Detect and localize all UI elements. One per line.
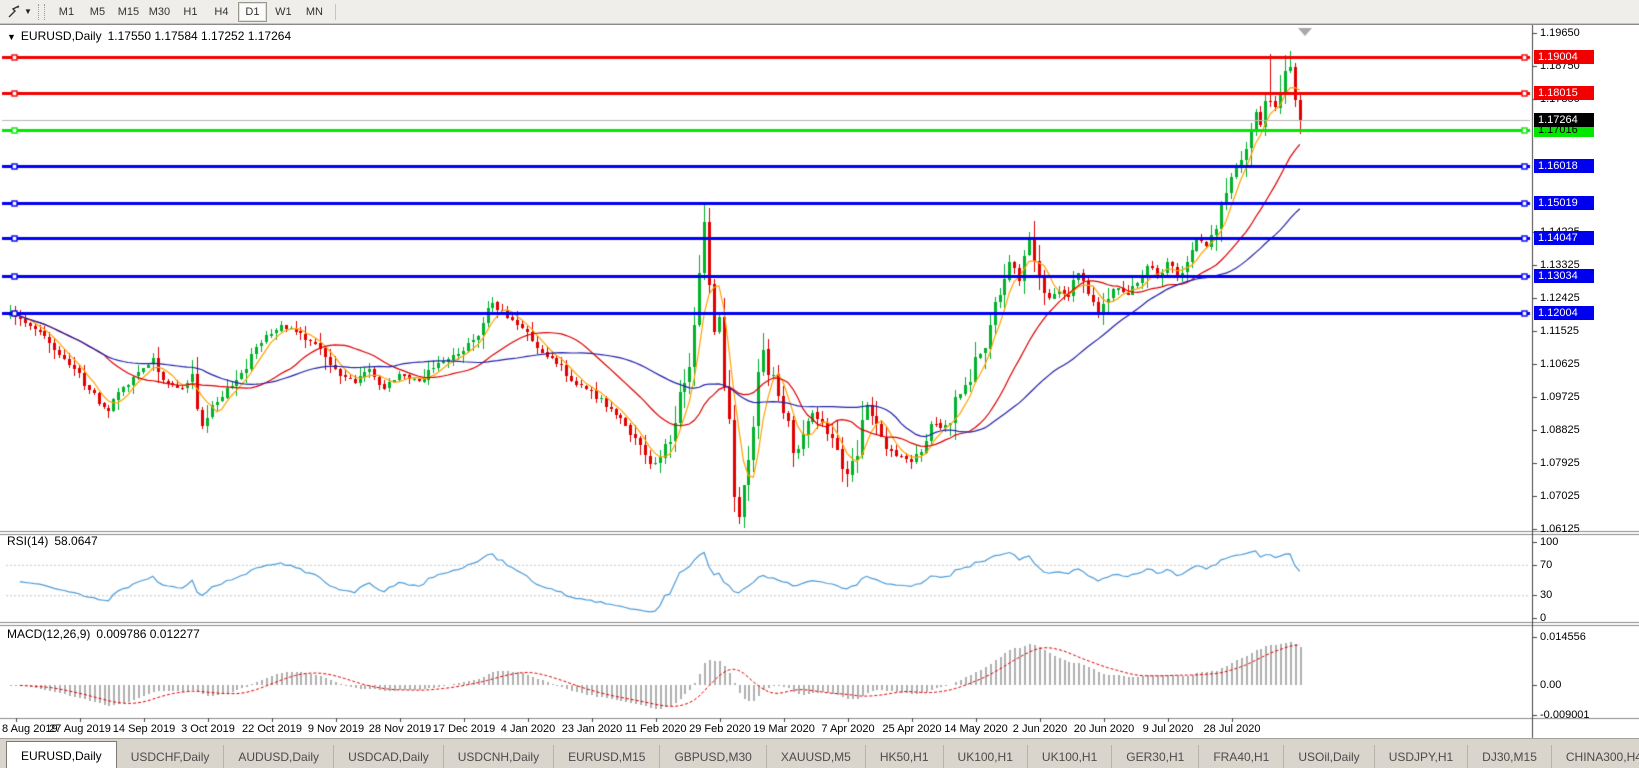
line-price-badge[interactable]: 1.16018 <box>1534 159 1594 174</box>
timeframe-button-m1[interactable]: M1 <box>58 5 75 18</box>
symbol-tab-usdcnh-daily[interactable]: USDCNH,Daily <box>444 745 555 768</box>
symbol-tab-gbpusd-m30[interactable]: GBPUSD,M30 <box>660 745 767 768</box>
rsi-label: RSI(14) <box>7 534 49 548</box>
line-price-badge[interactable]: 1.14047 <box>1534 231 1594 246</box>
symbol-tab-hk50-h1[interactable]: HK50,H1 <box>866 745 944 768</box>
symbol-tab-usdcad-daily[interactable]: USDCAD,Daily <box>334 745 444 768</box>
price-tick-label: 1.13325 <box>1540 258 1580 271</box>
timeframe-button-h1[interactable]: H1 <box>183 5 198 18</box>
date-tick-label: 3 Oct 2019 <box>181 723 235 735</box>
price-chart-canvas[interactable] <box>0 25 1639 739</box>
macd-tick-label: -0.009001 <box>1540 708 1590 721</box>
macd-tick-label: 0.00 <box>1540 679 1562 691</box>
symbol-tab-audusd-daily[interactable]: AUDUSD,Daily <box>224 745 335 768</box>
macd-tick-label: 0.014556 <box>1540 630 1586 643</box>
price-tick-label: 1.19650 <box>1540 27 1580 39</box>
date-tick-label: 7 Apr 2020 <box>821 723 875 735</box>
symbol-tab-dj30-m15[interactable]: DJ30,M15 <box>1468 745 1552 768</box>
timeframe-button-d1[interactable]: D1 <box>237 1 267 22</box>
date-tick-label: 19 Mar 2020 <box>753 723 815 735</box>
symbol-tab-uk100-h1[interactable]: UK100,H1 <box>944 745 1028 768</box>
price-tick-label: 1.11525 <box>1540 324 1579 337</box>
symbol-tab-eurusd-daily[interactable]: EURUSD,Daily <box>6 741 117 768</box>
symbol-tab-china300-h4[interactable]: CHINA300,H4 <box>1552 745 1639 768</box>
line-price-badge[interactable]: 1.12004 <box>1534 306 1594 321</box>
date-tick-label: 17 Dec 2019 <box>432 723 496 735</box>
date-tick-label: 23 Jan 2020 <box>561 723 623 735</box>
chevron-down-icon: ▼ <box>24 7 32 16</box>
macd-label: MACD(12,26,9) <box>7 627 91 641</box>
rsi-tick-label: 70 <box>1540 558 1553 571</box>
price-tick-label: 1.08825 <box>1540 423 1580 436</box>
rsi-pane-title: RSI(14) 58.0647 <box>7 534 98 548</box>
line-price-badge[interactable]: 1.15019 <box>1534 195 1594 210</box>
symbol-tab-usdchf-daily[interactable]: USDCHF,Daily <box>117 745 225 768</box>
date-tick-label: 4 Jan 2020 <box>500 723 556 735</box>
price-tick-label: 1.12425 <box>1540 291 1580 304</box>
symbol-tab-usdjpy-h1[interactable]: USDJPY,H1 <box>1375 745 1469 768</box>
timeframe-button-m30[interactable]: M30 <box>148 5 171 18</box>
line-price-badge[interactable]: 1.18015 <box>1534 85 1594 100</box>
timeframe-button-mn[interactable]: MN <box>305 5 323 18</box>
date-tick-label: 9 Nov 2019 <box>307 723 365 735</box>
date-tick-label: 20 Jun 2020 <box>1073 723 1135 735</box>
toolbar-separator <box>334 3 336 20</box>
date-tick-label: 25 Apr 2020 <box>882 723 942 735</box>
price-tick-label: 1.09725 <box>1540 390 1580 403</box>
timeframe-buttons: M1 M5 M15 M30 H1 H4 D1 W1 MN <box>51 1 330 22</box>
symbol-tab-usoil-daily[interactable]: USOil,Daily <box>1284 745 1375 768</box>
rsi-tick-label: 30 <box>1540 589 1553 602</box>
chart-tool-button[interactable]: ▼ <box>4 3 34 21</box>
chart-title: ▼ EURUSD,Daily 1.17550 1.17584 1.17252 1.1… <box>7 29 291 43</box>
ohlc-readout: 1.17550 1.17584 1.17252 1.17264 <box>107 29 292 43</box>
symbol-tab-xauusd-m5[interactable]: XAUUSD,M5 <box>767 745 866 768</box>
line-price-badge[interactable]: 1.19004 <box>1534 49 1594 64</box>
date-tick-label: 2 Jun 2020 <box>1012 723 1068 735</box>
timeframe-button-m15[interactable]: M15 <box>117 5 140 18</box>
timeframe-button-m5[interactable]: M5 <box>89 5 106 18</box>
macd-pane-title: MACD(12,26,9) 0.009786 0.012277 <box>7 627 200 641</box>
timeframe-button-w1[interactable]: W1 <box>275 5 292 18</box>
price-tick-label: 1.10625 <box>1540 357 1580 370</box>
timeframe-toolbar: ▼ M1 M5 M15 M30 H1 H4 D1 W1 MN <box>0 0 1639 24</box>
rsi-tick-label: 100 <box>1540 536 1559 548</box>
symbol-tab-eurusd-m15[interactable]: EURUSD,M15 <box>554 745 661 768</box>
price-tick-label: 1.07925 <box>1540 456 1580 469</box>
date-tick-label: 28 Jul 2020 <box>1203 723 1261 735</box>
timeframe-button-h4[interactable]: H4 <box>214 5 229 18</box>
symbol-tab-ger30-h1[interactable]: GER30,H1 <box>1112 745 1200 768</box>
line-price-badge[interactable]: 1.13034 <box>1534 268 1594 283</box>
symbol-tabbar: EURUSD,Daily USDCHF,Daily AUDUSD,Daily USDC… <box>0 738 1639 768</box>
date-tick-label: 28 Nov 2019 <box>368 723 432 735</box>
collapse-icon[interactable]: ▼ <box>7 32 16 42</box>
date-tick-label: 14 May 2020 <box>944 723 1008 735</box>
price-tick-label: 1.07025 <box>1540 489 1580 502</box>
rsi-tick-label: 0 <box>1540 612 1547 624</box>
chart-area[interactable]: ▼ EURUSD,Daily 1.17550 1.17584 1.17252 1.1… <box>0 24 1639 739</box>
symbol-tab-fra40-h1[interactable]: FRA40,H1 <box>1199 745 1285 768</box>
date-tick-label: 8 Aug 2019 <box>2 723 58 735</box>
date-tick-label: 22 Oct 2019 <box>242 723 302 735</box>
current-price-badge: 1.17264 <box>1534 113 1594 128</box>
symbol-period-label: EURUSD,Daily <box>20 29 102 43</box>
price-tick-label: 1.06125 <box>1540 522 1580 535</box>
date-tick-label: 27 Aug 2019 <box>49 723 111 735</box>
rsi-value: 58.0647 <box>54 534 98 548</box>
date-tick-label: 9 Jul 2020 <box>1142 723 1194 735</box>
date-tick-label: 14 Sep 2019 <box>112 723 176 735</box>
toolbar-grip[interactable] <box>37 3 45 20</box>
cursor-tool-icon <box>8 4 20 17</box>
symbol-tab-uk100-h1[interactable]: UK100,H1 <box>1028 745 1113 768</box>
symbol-tabs: EURUSD,Daily USDCHF,Daily AUDUSD,Daily USDC… <box>0 739 1639 768</box>
date-tick-label: 11 Feb 2020 <box>625 723 687 735</box>
date-tick-label: 29 Feb 2020 <box>689 723 751 735</box>
macd-values: 0.009786 0.012277 <box>96 627 200 641</box>
